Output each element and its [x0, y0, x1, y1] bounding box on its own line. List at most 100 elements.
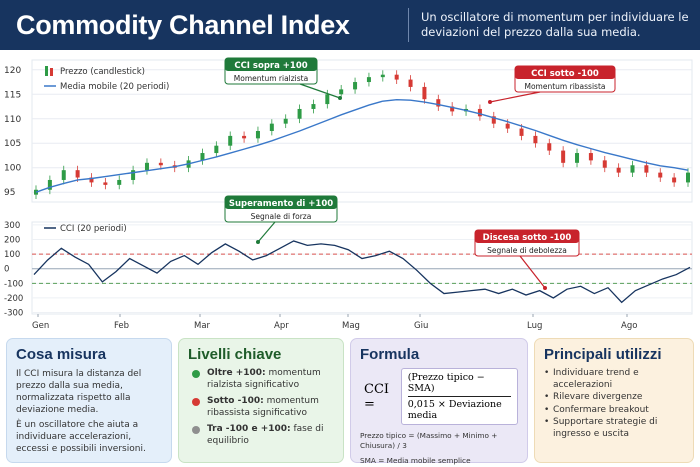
callout-arrow [489, 91, 541, 103]
x-tick-label: Mag [342, 321, 360, 331]
card-title: Principali utilizzi [544, 346, 662, 363]
level-bold: Tra -100 e +100: [207, 424, 291, 434]
candle [658, 172, 663, 178]
red-dot-icon [192, 398, 200, 406]
candle [575, 153, 580, 163]
candle [214, 145, 219, 154]
candle [422, 86, 427, 100]
candle [477, 108, 482, 117]
x-tick-label: Mar [194, 321, 211, 331]
formula-numerator: (Prezzo tipico − SMA) [407, 372, 485, 394]
moving-average-line [35, 98, 689, 193]
cci-chart: 95 100 105 110 115 120 300 200 100 0 -100 -200 -300 G… [4, 57, 693, 331]
candle [380, 74, 385, 78]
candle [131, 170, 136, 180]
card-formula: Formula CCI = (Prezzo tipico − SMA) 0,01… [350, 338, 528, 467]
legend-label: Media mobile (20 periodi) [60, 82, 169, 92]
candle [269, 123, 274, 131]
candle [630, 165, 635, 173]
page-subtitle: Un oscillatore di momentum per individua… [421, 10, 689, 39]
price-tick-label: 115 [4, 90, 21, 100]
x-tick-label: Lug [527, 321, 542, 331]
green-dot-icon [192, 370, 200, 378]
legend-candle-down-icon [50, 68, 53, 76]
callout-arrow-head [338, 96, 342, 100]
callout-subtitle: Momentum rialzista [234, 74, 308, 83]
candle [325, 94, 330, 105]
cci-tick-label: 100 [4, 250, 20, 260]
callout-header [515, 66, 615, 79]
level-item: Tra -100 e +100: fase di equilibrio [188, 424, 334, 447]
candle [450, 106, 455, 112]
candle [200, 153, 205, 161]
callout-header [225, 58, 317, 71]
candle [311, 104, 316, 109]
level-bold: Sotto -100: [207, 396, 264, 406]
x-tick-label: Gen [32, 321, 49, 331]
fraction-bar [407, 396, 511, 397]
card-title: Livelli chiave [188, 346, 282, 363]
card-principali-utilizzi: Principali utilizzi Individuare trend e … [534, 338, 694, 463]
gray-dot-icon [192, 426, 200, 434]
card-text: È un oscillatore che aiuta a individuare… [16, 420, 146, 454]
formula-fraction: (Prezzo tipico − SMA) 0,015 × Deviazione… [407, 372, 511, 421]
level-item: Sotto -100: momentum ribassista signific… [188, 396, 334, 419]
callout-discesa: Discesa sotto -100 Segnale di debolezza [474, 229, 580, 290]
candle [686, 172, 690, 183]
callout-title: Discesa sotto -100 [483, 233, 572, 243]
formula-note: SMA = Media mobile semplice (solitamente… [360, 456, 471, 467]
callout-title: CCI sotto -100 [531, 69, 599, 79]
callout-superamento: Superamento di +100 Segnale di forza [224, 195, 338, 244]
candle [103, 182, 108, 185]
price-tick-label: 110 [4, 115, 21, 125]
x-tick-label: Giu [414, 321, 428, 331]
level-text: momentum ribassista significativo [207, 396, 319, 418]
list-item: Confermare breakout [544, 405, 684, 417]
candle [491, 116, 496, 124]
price-tick-label: 105 [4, 139, 21, 149]
candle [228, 135, 233, 146]
list-item: Rilevare divergenze [544, 392, 684, 404]
callout-subtitle: Momentum ribassista [525, 82, 606, 91]
callout-arrow-head [256, 240, 260, 244]
page-title: Commodity Channel Index [16, 9, 350, 40]
legend-label: Prezzo (candlestick) [60, 67, 145, 77]
callout-title: CCI sopra +100 [234, 61, 307, 71]
candle [436, 99, 441, 107]
callout-header [475, 230, 579, 243]
candle [75, 170, 80, 178]
x-tick-label: Apr [274, 321, 289, 331]
formula-note: Prezzo tipico = (Massimo + Minimo + Chiu… [360, 431, 498, 450]
callout-arrow-head [488, 100, 492, 104]
cci-tick-label: 300 [4, 221, 20, 231]
candles [34, 70, 690, 200]
candle [158, 162, 163, 166]
candle [588, 153, 593, 161]
candle [366, 77, 371, 83]
header-divider [408, 8, 409, 42]
formula-denominator: 0,015 × Deviazione media [407, 399, 502, 421]
cci-formula: CCI = (Prezzo tipico − SMA) 0,015 × Devi… [364, 368, 518, 425]
candle [117, 179, 122, 185]
cci-line [33, 240, 691, 304]
cci-tick-label: 0 [4, 265, 9, 275]
level-text: fase di equilibrio [207, 424, 324, 446]
candle [394, 74, 399, 80]
cci-tick-label: -200 [4, 294, 23, 304]
callout-arrow-head [543, 286, 547, 290]
candle [408, 79, 413, 87]
card-text: Il CCI misura la distanza del prezzo dal… [16, 369, 142, 415]
info-cards: Cosa misura Il CCI misura la distanza de… [6, 338, 694, 467]
candle [144, 162, 149, 171]
formula-fraction-box: (Prezzo tipico − SMA) 0,015 × Deviazione… [400, 368, 518, 425]
cci-tick-label: -300 [4, 309, 23, 319]
candle [547, 143, 552, 151]
candle [89, 177, 94, 183]
candle [519, 128, 524, 136]
price-tick-label: 120 [4, 66, 21, 76]
candle [339, 89, 344, 95]
card-cosa-misura: Cosa misura Il CCI misura la distanza de… [6, 338, 172, 463]
candle [255, 131, 260, 139]
chart-area: 95 100 105 110 115 120 300 200 100 0 -100 -200 -300 G… [0, 52, 700, 334]
